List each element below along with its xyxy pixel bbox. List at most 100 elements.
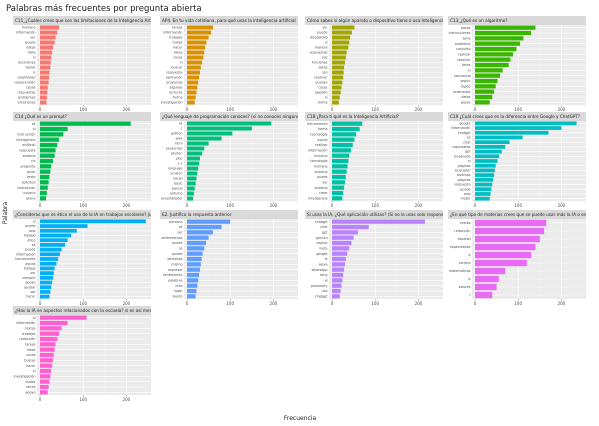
bar [332, 153, 350, 158]
bar [475, 283, 497, 291]
category-label: información [308, 148, 328, 152]
bar [332, 196, 343, 201]
category-label: seguir [460, 79, 471, 83]
category-label: perplexity [311, 284, 328, 288]
category-label: respuesta [19, 148, 35, 152]
bar [332, 169, 347, 174]
tick-label: 0 [39, 203, 42, 208]
bar [40, 290, 51, 294]
tick-label: 200 [558, 301, 566, 306]
category-label: siempre [22, 276, 35, 280]
category-label: creo [175, 284, 182, 288]
category-label: investigación [161, 101, 183, 105]
category-label: chat [463, 140, 471, 144]
bar [475, 130, 549, 135]
bar [187, 161, 200, 166]
facet-strip [160, 16, 298, 25]
category-label: d [468, 253, 470, 257]
category-label: uso [322, 71, 328, 75]
bar [475, 163, 496, 168]
category-label: ayuda [25, 262, 35, 266]
bar [187, 156, 200, 161]
category-label: problemas [18, 96, 36, 100]
category-label: herramienta [307, 122, 327, 126]
bar [187, 191, 194, 196]
bar [475, 46, 517, 52]
tick-label: 100 [79, 301, 87, 306]
bar [187, 45, 206, 50]
category-label: funciones [312, 61, 328, 65]
bar [332, 262, 345, 267]
bar [40, 315, 87, 320]
category-label: texto [27, 175, 36, 179]
facet-strip [13, 16, 151, 25]
bar [332, 148, 352, 153]
category-label: whatsapp [311, 268, 327, 272]
bar [187, 246, 205, 251]
bar [40, 252, 60, 257]
category-label: visual [173, 177, 183, 181]
tick-label: 200 [123, 397, 131, 402]
tick-label: 0 [474, 301, 477, 306]
category-label: apoyo [25, 390, 35, 394]
category-label: google [316, 252, 327, 256]
bar [187, 40, 207, 45]
category-label: meta [319, 246, 328, 250]
bar [40, 70, 50, 75]
bar [187, 55, 204, 60]
facet-panel: Si usas la IA, ¿Qué aplicación utilizas?… [305, 210, 443, 306]
category-label: inteligencia [16, 138, 35, 142]
category-label: sí [33, 369, 36, 373]
bar [40, 121, 131, 126]
tick-label: 100 [514, 203, 522, 208]
bar [187, 196, 194, 201]
category-label: usuario [23, 191, 35, 195]
category-label: arduino [170, 192, 183, 196]
category-label: sí [468, 68, 471, 72]
tick-label: 100 [79, 397, 87, 402]
tick-label: 100 [226, 301, 234, 306]
bar [40, 374, 51, 379]
facet-strip-label: ¿Consideras que es ético el uso de la IA… [15, 212, 165, 217]
category-label: ser [177, 230, 183, 234]
category-label: información [16, 252, 36, 256]
bar [187, 262, 201, 267]
facet-strip [448, 210, 586, 219]
bar [187, 278, 199, 283]
category-label: forma [318, 127, 328, 131]
category-label: scratch [170, 172, 182, 176]
bar [40, 75, 50, 80]
category-label: humana [314, 164, 328, 168]
bar [40, 224, 88, 228]
facet-strip-label: C19 ¿Cuál crees que es la diferencia ent… [450, 114, 580, 119]
bar [187, 166, 199, 171]
tick-label: 200 [123, 203, 131, 208]
bar [332, 164, 348, 169]
bar [475, 251, 532, 259]
tick-label: 100 [226, 203, 234, 208]
category-label: bing [320, 273, 327, 277]
bar [40, 261, 57, 266]
bar [332, 251, 348, 256]
category-label: interacción [17, 186, 35, 190]
category-label: carrera [459, 261, 471, 265]
bar [475, 73, 501, 78]
category-label: ++ [177, 162, 183, 166]
category-label: crear [319, 191, 328, 195]
tick-label: 200 [415, 301, 423, 306]
facet-panel: C19 ¿Cuál crees que es la diferencia ent… [448, 112, 586, 208]
bar [332, 158, 349, 164]
category-label: dispositivo [310, 36, 328, 40]
category-label: aplicación [166, 76, 183, 80]
bar [40, 196, 47, 201]
bar [187, 70, 200, 75]
bar [40, 347, 55, 352]
category-label: secuencia [454, 74, 471, 78]
bar [475, 182, 493, 187]
bar [187, 121, 272, 126]
category-label: sistema [23, 154, 36, 158]
tick-label: 0 [39, 397, 42, 402]
bar [40, 280, 53, 285]
bar [40, 142, 58, 148]
bar [332, 30, 352, 35]
